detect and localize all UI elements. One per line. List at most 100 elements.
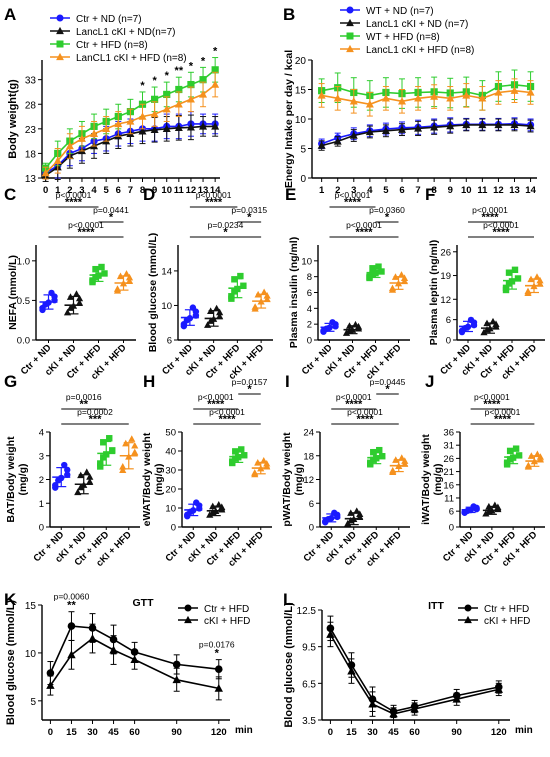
data-point [52,482,59,489]
comparison-stars: *** [89,414,103,426]
data-point [77,134,86,142]
data-point [186,123,195,131]
comparison-stars: * [385,212,390,224]
data-point [228,295,235,302]
y-tick-label: 26 [440,247,451,258]
comparison-p-value: p<0.0001 [196,190,232,200]
y-tick-label: 15 [25,601,37,612]
data-point [349,131,358,139]
data-point [511,266,519,274]
x-tick-label: 7 [128,185,133,196]
group-0 [184,499,203,520]
comparison-stars: **** [344,197,362,209]
y-tick-label: 8 [307,272,312,283]
y-tick-label: 10 [301,256,312,267]
panel-letter: K [4,590,17,609]
data-point [533,273,541,280]
data-point [67,650,76,659]
data-point [106,435,113,442]
data-point [128,435,136,442]
y-tick-label: 10 [295,115,307,126]
x-tick-label: 45 [108,727,119,738]
x-tick-label: 10 [461,185,472,196]
data-point [98,263,105,271]
data-point [172,660,181,669]
y-axis-label: Blood glucose (mmol/L) [147,233,159,353]
panel-letter: E [285,185,296,204]
y-tick-label: 2 [39,475,44,486]
significance-stars: * [152,75,157,87]
group-3 [119,435,139,473]
x-tick-label: 12 [493,185,504,196]
x-tick-label: 13 [509,185,520,196]
series-Ctr + HFD [326,615,503,719]
y-tick-label: 24 [303,428,314,439]
data-point [150,125,159,134]
data-point [263,459,271,467]
legend-label: WT + HFD (n=8) [366,32,440,43]
y-axis-label: iWAT/Body weight [420,434,432,525]
y-tick-label: 12.5 [297,606,317,617]
series-line [329,627,499,713]
data-point [398,125,406,133]
data-point [388,286,397,293]
y-axis-label: NEFA (mmol/L) [7,255,19,330]
y-tick-label: 0.5 [17,296,30,307]
series-LancL1 cKI + HFD (n=8) [317,78,535,117]
y-tick-label: 0 [39,523,44,534]
data-point [332,323,339,330]
data-point [263,292,271,299]
data-point [199,90,208,98]
data-point [150,109,159,118]
x-tick-label: 1 [319,185,325,196]
data-point [207,317,215,324]
y-axis-label: Blood glucose (mmol/L) [5,600,17,726]
data-point [398,97,406,105]
chart-panel-K: 5 10 15 0 15 30 45 60 90 120 Blood glucose (mmol/L… [5,592,253,738]
group-0 [461,503,480,516]
data-point [322,518,329,525]
data-point [211,66,219,74]
group-0 [320,319,339,335]
comparison-stars: **** [481,212,499,224]
data-point [101,270,108,277]
y-tick-label: 0 [307,336,312,347]
chart-title: ITT [428,600,444,612]
data-point [88,634,97,642]
data-point [347,666,356,675]
comparison-p-value: p=0.0002 [77,407,113,417]
comparison-stars: **** [205,197,223,209]
group-3 [388,271,409,293]
y-tick-label: 31 [443,441,454,452]
comparison-stars: * [247,384,252,396]
data-point [102,124,111,133]
x-tick-label: 11 [174,185,185,196]
x-tick-label: 6 [399,185,404,196]
data-point [90,129,99,137]
group-2 [97,435,116,470]
comparison-p-value: p<0.0001 [474,392,510,402]
comparison-p-value: p<0.0001 [198,392,234,402]
data-point [524,289,532,297]
data-point [458,327,466,334]
group-0 [322,509,341,526]
data-point [536,276,544,284]
data-point [180,320,188,328]
comparison-p-value: p=0.0315 [231,205,267,215]
y-tick-label: 6 [446,315,451,326]
y-tick-label: 36 [443,428,454,439]
x-tick-label: 120 [211,727,227,738]
data-point [510,120,519,129]
data-point [514,275,522,282]
significance-stars: ** [67,600,76,612]
panel-letter: C [4,185,16,204]
legend: Ctr + ND (n=7) LancL1 cKI + ND(n=7) Ctr + … [50,14,187,64]
data-point [414,94,423,102]
annotation-p-value: p=0.0176 [199,640,235,650]
group-3 [113,270,134,294]
group-2 [228,272,247,302]
